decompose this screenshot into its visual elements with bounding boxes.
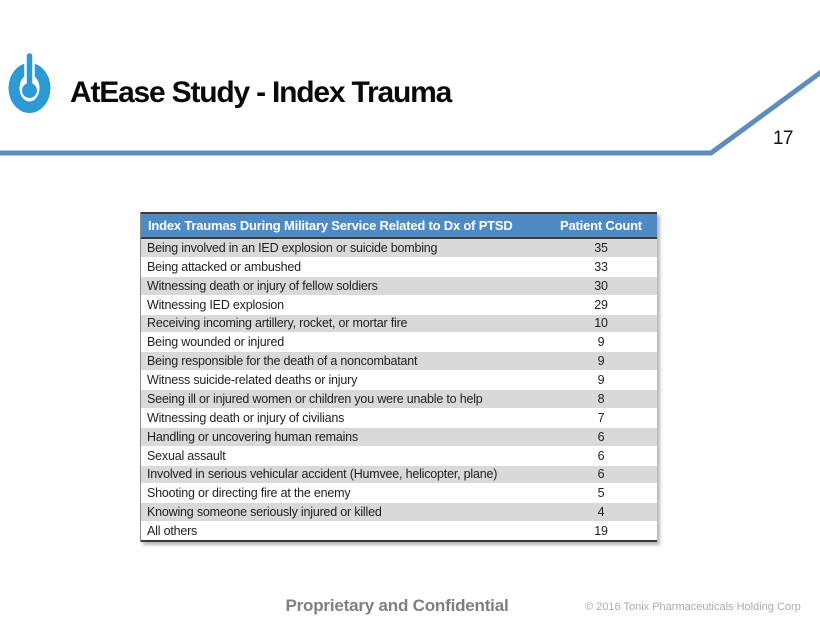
patient-count: 33 xyxy=(594,259,608,274)
table-row: Shooting or directing fire at the enemy 5 xyxy=(141,484,657,504)
patient-count: 8 xyxy=(597,391,605,406)
page-number: 17 xyxy=(772,128,794,149)
patient-count: 35 xyxy=(594,240,608,255)
table-row: Being involved in an IED explosion or su… xyxy=(141,239,657,258)
trauma-label: Being wounded or injured xyxy=(147,335,284,350)
table-row: Being wounded or injured 9 xyxy=(141,333,657,353)
table-header-patient-count: Patient Count xyxy=(560,218,642,233)
patient-count: 19 xyxy=(594,524,608,539)
trauma-label: Witness suicide-related deaths or injury xyxy=(147,373,358,388)
table-header-trauma: Index Traumas During Military Service Re… xyxy=(148,218,513,233)
table-row: Witnessing IED explosion 29 xyxy=(141,295,657,315)
table-row: Witnessing death or injury of civilians 7 xyxy=(141,408,657,428)
table-body: Being involved in an IED explosion or su… xyxy=(141,239,657,542)
trauma-label: Witnessing IED explosion xyxy=(147,297,284,312)
table-row: Witness suicide-related deaths or injury… xyxy=(141,371,657,390)
trauma-label: All others xyxy=(147,524,198,539)
confidentiality-notice: Proprietary and Confidential xyxy=(285,596,509,615)
table-row: Being responsible for the death of a non… xyxy=(141,352,657,372)
trauma-label: Being involved in an IED explosion or su… xyxy=(147,240,438,255)
trauma-label: Witnessing death or injury of fellow sol… xyxy=(147,278,378,293)
table-header-row: Index Traumas During Military Service Re… xyxy=(141,212,657,239)
patient-count: 29 xyxy=(594,297,608,312)
patient-count: 9 xyxy=(597,373,605,388)
patient-count: 9 xyxy=(597,335,605,350)
table-row: Handling or uncovering human remains 6 xyxy=(141,427,657,447)
trauma-label: Handling or uncovering human remains xyxy=(147,429,358,444)
trauma-label: Involved in serious vehicular accident (… xyxy=(147,467,498,482)
trauma-label: Shooting or directing fire at the enemy xyxy=(147,486,351,501)
trauma-label: Being responsible for the death of a non… xyxy=(147,354,418,369)
table-row: Knowing someone seriously injured or kil… xyxy=(141,503,657,523)
trauma-label: Knowing someone seriously injured or kil… xyxy=(147,505,382,520)
patient-count: 7 xyxy=(597,410,605,425)
patient-count: 10 xyxy=(594,316,608,331)
trauma-label: Witnessing death or injury of civilians xyxy=(147,410,345,425)
patient-count: 5 xyxy=(597,486,605,501)
patient-count: 6 xyxy=(597,429,605,444)
table-row: Involved in serious vehicular accident (… xyxy=(141,465,657,485)
copyright-text: © 2016 Tonix Pharmaceuticals Holding Cor… xyxy=(585,601,801,613)
table-row: All others 19 xyxy=(141,522,657,540)
patient-count: 9 xyxy=(597,354,605,369)
trauma-label: Seeing ill or injured women or children … xyxy=(147,391,483,406)
patient-count: 6 xyxy=(597,448,605,463)
table-row: Sexual assault 6 xyxy=(141,446,657,466)
patient-count: 4 xyxy=(597,505,605,520)
trauma-label: Being attacked or ambushed xyxy=(147,259,301,274)
table-row: Seeing ill or injured women or children … xyxy=(141,390,657,409)
patient-count: 30 xyxy=(594,278,608,293)
table-row: Being attacked or ambushed 33 xyxy=(141,257,657,277)
index-trauma-table: Index Traumas During Military Service Re… xyxy=(140,212,657,542)
page-title: AtEase Study - Index Trauma xyxy=(70,76,452,109)
patient-count: 6 xyxy=(597,467,605,482)
trauma-label: Receiving incoming artillery, rocket, or… xyxy=(147,316,408,331)
trauma-label: Sexual assault xyxy=(147,448,226,463)
table-row: Receiving incoming artillery, rocket, or… xyxy=(141,314,657,334)
tonix-power-button-icon xyxy=(8,51,51,113)
table-row: Witnessing death or injury of fellow sol… xyxy=(141,276,657,296)
